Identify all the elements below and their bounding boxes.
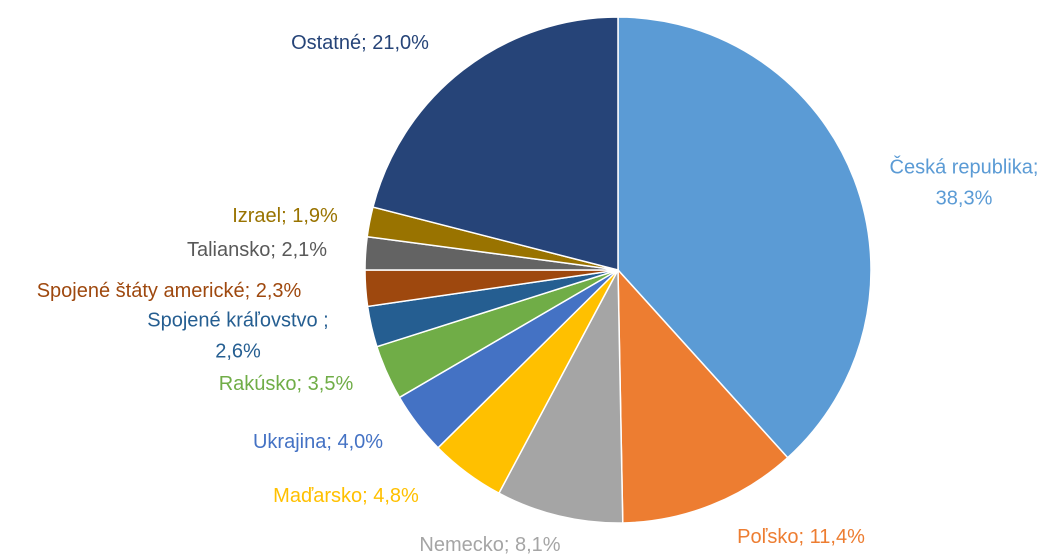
data-label-line: Ukrajina; 4,0%	[253, 431, 383, 453]
pie-slice	[372, 16, 619, 271]
data-label: Spojené štáty americké; 2,3%	[37, 280, 302, 302]
data-label: Maďarsko; 4,8%	[273, 485, 419, 507]
data-label: Taliansko; 2,1%	[187, 239, 327, 261]
data-label: Rakúsko; 3,5%	[219, 373, 354, 395]
pie-slice	[617, 268, 789, 524]
data-label-line: 2,6%	[215, 341, 261, 363]
data-label-line: Taliansko; 2,1%	[187, 239, 327, 261]
data-label-line: Spojené kráľovstvo ;	[147, 310, 328, 332]
data-label: Izrael; 1,9%	[232, 205, 338, 227]
data-label-line: Spojené štáty americké; 2,3%	[37, 280, 302, 302]
data-label-line: Izrael; 1,9%	[232, 205, 338, 227]
data-label-line: Česká republika;	[890, 156, 1039, 179]
data-label: Ukrajina; 4,0%	[253, 431, 383, 453]
pie-slice	[497, 267, 624, 524]
data-label: Česká republika; 38,3%	[890, 156, 1039, 210]
data-label: Ostatné; 21,0%	[291, 32, 429, 54]
data-label-line: Nemecko; 8,1%	[419, 534, 560, 556]
pie-slice	[617, 16, 872, 459]
data-label-line: Maďarsko; 4,8%	[273, 485, 419, 507]
data-label: Poľsko; 11,4%	[737, 526, 865, 548]
data-label-line: Ostatné; 21,0%	[291, 32, 429, 54]
data-label-line: Poľsko; 11,4%	[737, 526, 865, 548]
data-label: Nemecko; 8,1%	[419, 534, 560, 556]
data-label: Spojené kráľovstvo ; 2,6%	[147, 310, 328, 363]
data-label-line: 38,3%	[936, 188, 993, 210]
data-label-line: Rakúsko; 3,5%	[219, 373, 354, 395]
